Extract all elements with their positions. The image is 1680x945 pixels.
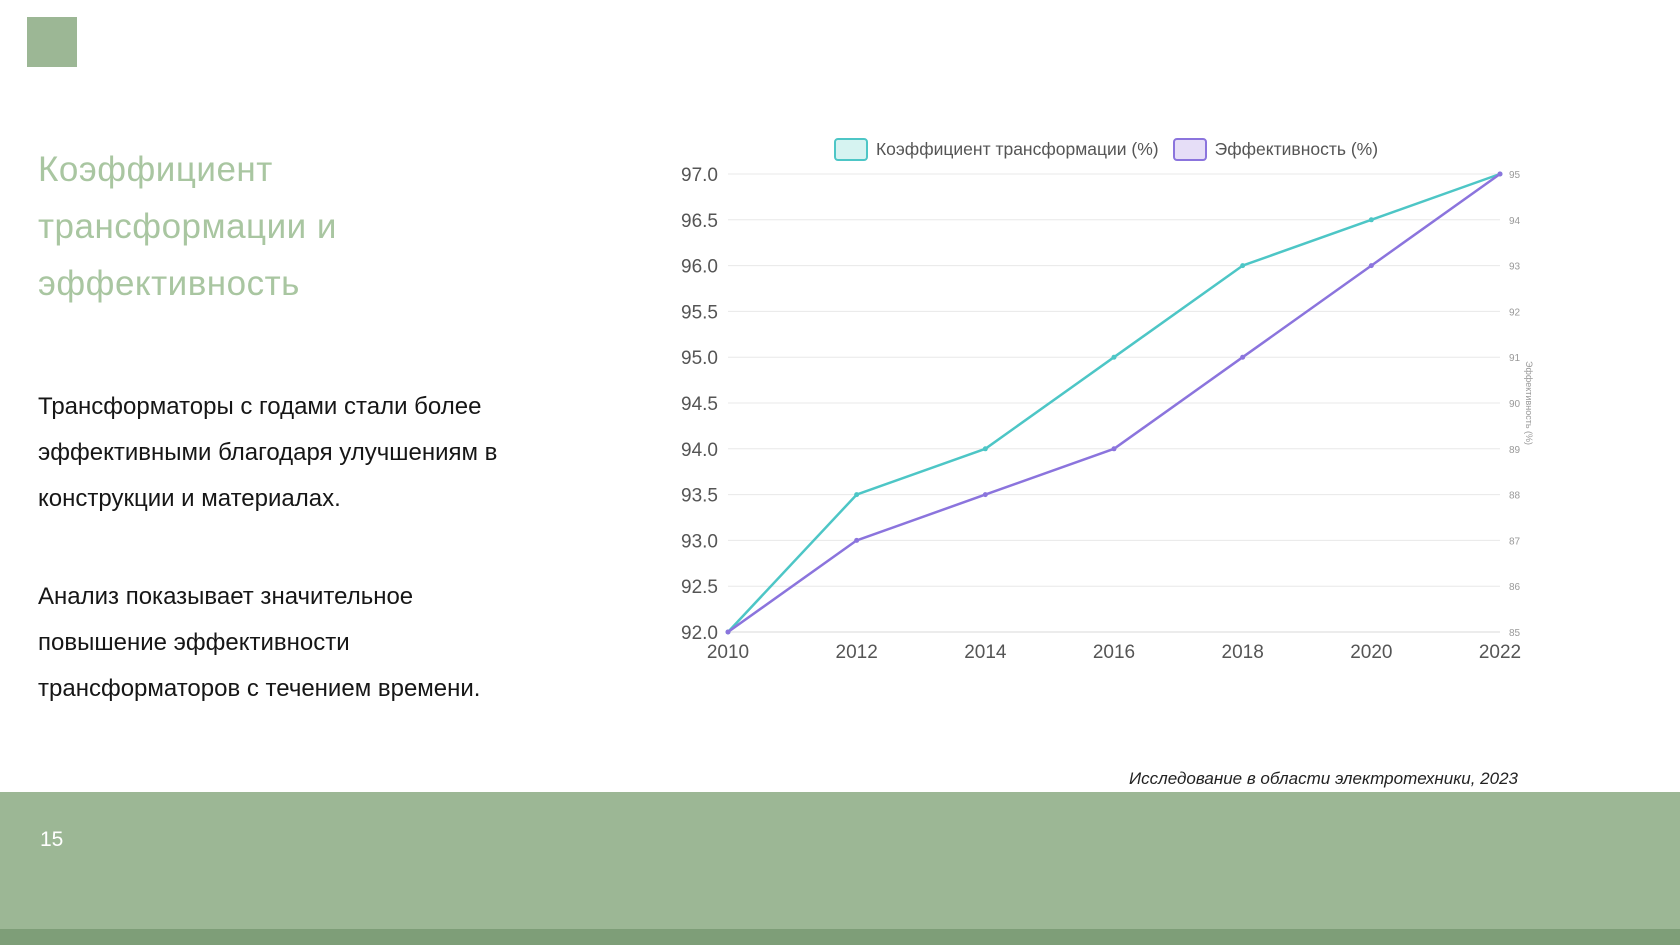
svg-text:95.5: 95.5 bbox=[681, 302, 718, 323]
svg-text:92: 92 bbox=[1509, 307, 1521, 318]
svg-text:95: 95 bbox=[1509, 170, 1521, 181]
svg-text:95.0: 95.0 bbox=[681, 348, 718, 369]
svg-text:2014: 2014 bbox=[964, 642, 1007, 663]
body-paragraph-2: Анализ показывает значительное повышение… bbox=[38, 583, 481, 702]
svg-text:94.5: 94.5 bbox=[681, 394, 718, 415]
svg-text:2022: 2022 bbox=[1479, 642, 1521, 663]
svg-text:90: 90 bbox=[1509, 399, 1521, 410]
purple-legend-swatch-icon bbox=[1172, 138, 1207, 161]
svg-text:94: 94 bbox=[1509, 216, 1521, 227]
logo-square bbox=[27, 17, 77, 67]
footer-dark-strip bbox=[0, 929, 1680, 945]
svg-text:92.5: 92.5 bbox=[681, 577, 718, 598]
legend-label-efficiency: Эффективность (%) bbox=[1214, 139, 1379, 159]
svg-text:2016: 2016 bbox=[1093, 642, 1135, 663]
svg-text:94.0: 94.0 bbox=[681, 440, 718, 461]
svg-text:2010: 2010 bbox=[707, 642, 749, 663]
slide-title: Коэффициент трансформации и эффективност… bbox=[38, 150, 337, 304]
legend-item-transformation: Коэффициент трансформации (%) bbox=[833, 138, 1159, 161]
svg-text:93.0: 93.0 bbox=[681, 531, 718, 552]
svg-text:91: 91 bbox=[1509, 353, 1521, 364]
body-paragraph-1: Трансформаторы с годами стали более эффе… bbox=[38, 393, 498, 512]
svg-text:92.0: 92.0 bbox=[681, 623, 718, 644]
svg-text:96.0: 96.0 bbox=[681, 257, 718, 278]
svg-text:93.5: 93.5 bbox=[681, 486, 718, 507]
chart-plot-area: 92.0 92.5 93.0 93.5 94.0 94.5 95.0 95.5 96.0 96.5… bbox=[681, 165, 1534, 663]
legend-label-transformation: Коэффициент трансформации (%) bbox=[875, 139, 1159, 159]
chart-legend: Коэффициент трансформации (%) Эффективно… bbox=[676, 138, 1536, 161]
legend-item-efficiency: Эффективность (%) bbox=[1172, 138, 1379, 161]
svg-text:87: 87 bbox=[1509, 536, 1521, 547]
svg-text:86: 86 bbox=[1509, 582, 1521, 593]
svg-text:93: 93 bbox=[1509, 262, 1521, 273]
svg-text:2018: 2018 bbox=[1222, 642, 1264, 663]
line-chart: 92.0 92.5 93.0 93.5 94.0 94.5 95.0 95.5 96.0 96.5… bbox=[676, 132, 1536, 677]
svg-text:Эффективность (%): Эффективность (%) bbox=[1524, 361, 1534, 445]
svg-text:96.5: 96.5 bbox=[681, 211, 718, 232]
teal-legend-swatch-icon bbox=[833, 138, 868, 161]
svg-text:88: 88 bbox=[1509, 491, 1521, 502]
svg-text:85: 85 bbox=[1509, 628, 1521, 639]
page-number: 15 bbox=[40, 828, 64, 851]
svg-text:2012: 2012 bbox=[836, 642, 878, 663]
svg-text:2020: 2020 bbox=[1350, 642, 1392, 663]
source-caption: Исследование в области электротехники, 2… bbox=[1129, 769, 1518, 788]
svg-text:97.0: 97.0 bbox=[681, 165, 718, 186]
svg-text:89: 89 bbox=[1509, 445, 1521, 456]
footer: 15 bbox=[0, 792, 1680, 945]
